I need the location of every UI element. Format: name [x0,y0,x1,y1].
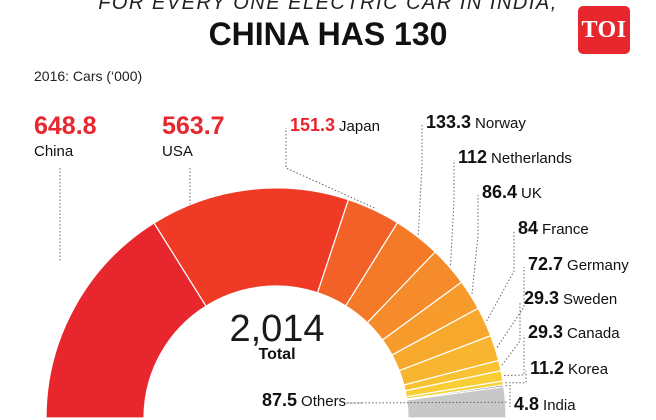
label-korea: 11.2 Korea [530,358,608,379]
value-label: 72.7 [528,254,564,274]
chart-title: CHINA HAS 130 [208,16,448,52]
leader-line [471,195,479,294]
label-usa: 563.7 USA [162,112,225,160]
value-label: 151.3 [290,115,336,135]
label-others: 87.5 Others [262,390,346,411]
leader-line [285,128,375,209]
total-value: 2,014 [229,308,325,350]
value-label: 563.7 [162,112,225,140]
leader-line [345,401,508,404]
label-india: 4.8 India [514,394,576,415]
label-germany: 72.7 Germany [528,254,629,275]
toi-logo: TOI [578,6,630,54]
label-norway: 133.3 Norway [426,112,526,133]
label-netherlands: 112 Netherlands [458,147,572,168]
category-label: Canada [567,325,620,342]
category-label: UK [521,185,542,202]
category-label: Netherlands [491,150,572,167]
logo-text: TOI [581,16,627,43]
category-label: Korea [568,361,609,378]
value-label: 11.2 [530,358,565,378]
kicker-text: FOR EVERY ONE ELECTRIC CAR IN INDIA, [98,0,558,14]
value-label: 84 [518,218,539,238]
value-label: 133.3 [426,112,472,132]
label-japan: 151.3 Japan [290,115,380,136]
value-label: 29.3 [524,288,560,308]
label-sweden: 29.3 Sweden [524,288,617,309]
value-label: 648.8 [34,112,97,140]
label-canada: 29.3 Canada [528,322,620,343]
chart-subtitle: 2016: Cars (‘000) [34,68,143,84]
total-label: Total [258,346,296,363]
category-label: Others [301,393,347,410]
leader-line [450,160,455,266]
category-label: China [34,143,74,160]
category-label: Norway [475,115,526,132]
label-uk: 86.4 UK [482,182,542,203]
leader-line [505,385,511,407]
category-label: Sweden [563,291,618,308]
value-label: 112 [458,147,488,167]
leader-line [417,125,423,235]
label-france: 84 France [518,218,589,239]
category-label: France [542,221,589,238]
label-china: 648.8 China [34,112,97,160]
category-label: Germany [567,257,629,274]
leader-line [505,371,527,384]
value-label: 29.3 [528,322,564,342]
leader-line [504,335,525,376]
slice-china [45,222,207,419]
category-label: USA [162,143,193,160]
category-label: India [543,397,576,414]
value-label: 86.4 [482,182,518,202]
leader-line [486,231,515,322]
value-label: 87.5 [262,390,298,410]
leader-line [501,301,521,366]
category-label: Japan [339,118,380,135]
value-label: 4.8 [514,394,540,414]
